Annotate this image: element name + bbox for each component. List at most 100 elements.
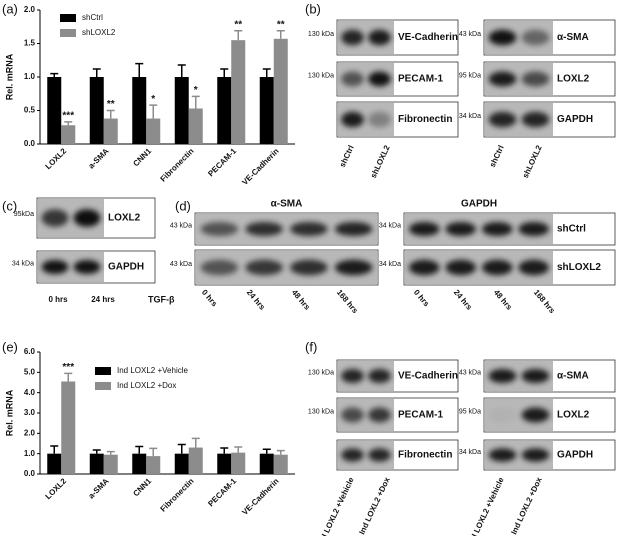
error-bar <box>135 62 144 77</box>
significance: * <box>194 85 198 96</box>
error-bar <box>149 104 158 119</box>
blot-band <box>200 221 239 237</box>
bar <box>132 453 147 474</box>
blot-band <box>73 259 101 275</box>
blot-band <box>245 259 283 276</box>
bar <box>132 77 147 144</box>
bar <box>231 452 246 474</box>
error-bar <box>220 68 229 77</box>
blot-band <box>488 71 517 87</box>
blot-band <box>41 259 69 275</box>
blot-band <box>368 407 391 423</box>
blot-band <box>290 221 328 237</box>
blot-band <box>334 221 373 237</box>
protein-label: shLOXL2 <box>557 262 601 273</box>
protein-label: GAPDH <box>108 262 144 273</box>
lane-label: shLOXL2 <box>521 143 544 179</box>
panel-label: (f) <box>305 339 317 354</box>
y-tick-label: 5.0 <box>24 367 36 376</box>
bar <box>259 453 274 474</box>
bar <box>61 381 76 474</box>
significance: *** <box>62 111 74 122</box>
y-tick-label: 1.5 <box>24 39 36 48</box>
size-marker: 43 kDa <box>170 261 192 268</box>
significance: ** <box>277 19 285 30</box>
error-bar <box>191 437 200 448</box>
error-bar <box>64 121 73 126</box>
y-axis-label: Rel. mRNA <box>4 53 14 100</box>
error-bar <box>50 445 59 454</box>
blot-header: α-SMA <box>271 199 303 210</box>
panel-label: (d) <box>175 198 191 213</box>
blot-band <box>290 259 328 276</box>
significance: ** <box>234 19 242 30</box>
bar <box>217 77 232 144</box>
legend-swatch <box>60 29 76 37</box>
lane-label: 24 hrs <box>91 295 115 304</box>
blot-band <box>521 407 550 423</box>
blot-band <box>489 408 517 423</box>
x-tick-label: a-SMA <box>87 146 111 170</box>
lane-label: 168 hrs <box>532 288 557 316</box>
panel-label: (a) <box>2 1 18 16</box>
bar <box>146 118 161 144</box>
legend-swatch <box>95 382 111 390</box>
bar <box>47 77 62 144</box>
bar <box>89 453 104 474</box>
x-tick-label: PECAM-1 <box>206 146 238 178</box>
legend-label: shCtrl <box>82 13 103 22</box>
size-marker: 130 kDa <box>308 31 334 38</box>
error-bar <box>106 109 115 119</box>
error-bar <box>276 30 285 39</box>
blot-band <box>341 71 364 87</box>
protein-label: Fibronectin <box>398 450 452 461</box>
size-marker: 43 kDa <box>459 370 481 377</box>
bar <box>231 40 246 144</box>
protein-label: α-SMA <box>557 32 589 43</box>
panel-label: (c) <box>2 198 17 213</box>
protein-label: VE-Cadherin <box>398 32 458 43</box>
error-bar <box>191 95 200 109</box>
blot-band <box>521 448 550 462</box>
error-bar <box>262 448 271 454</box>
lane-label: 0 hrs <box>48 295 68 304</box>
blot-band <box>334 259 373 276</box>
lane-label: 24 hrs <box>452 288 474 312</box>
significance: * <box>151 94 155 105</box>
protein-label: α-SMA <box>557 371 589 382</box>
blot-band <box>518 221 550 237</box>
lane-label: shCtrl <box>338 144 356 169</box>
blot-band <box>368 111 391 128</box>
blot-band <box>488 111 517 128</box>
legend-swatch <box>60 14 76 22</box>
error-bar <box>234 446 243 453</box>
blot-band <box>481 221 513 237</box>
blot-band <box>521 111 550 128</box>
error-bar <box>92 68 101 77</box>
size-marker: 43 kDa <box>170 223 192 230</box>
bar <box>174 453 189 474</box>
blot-band <box>368 29 391 46</box>
blot-band <box>341 407 364 423</box>
protein-label: LOXL2 <box>557 410 590 421</box>
lane-label: shLOXL2 <box>369 143 392 179</box>
x-tick-label: Fibronectin <box>158 476 195 513</box>
y-tick-label: 2.0 <box>24 5 36 14</box>
legend-swatch <box>95 367 111 375</box>
protein-label: Fibronectin <box>398 114 452 125</box>
y-tick-label: 1.0 <box>24 72 36 81</box>
lane-label: 168 hrs <box>335 288 360 316</box>
error-bar <box>106 450 115 455</box>
blot-band <box>341 29 364 46</box>
bar <box>273 454 288 474</box>
blot-band <box>445 221 477 237</box>
error-bar <box>177 64 186 77</box>
bar <box>273 38 288 145</box>
lane-label: Ind LOXL2 +Vehicle <box>316 475 356 536</box>
blot-band <box>200 259 239 276</box>
lane-label: 48 hrs <box>492 288 514 312</box>
protein-label: PECAM-1 <box>398 74 443 85</box>
size-marker: 34 kDa <box>459 449 481 456</box>
bar <box>61 125 76 144</box>
